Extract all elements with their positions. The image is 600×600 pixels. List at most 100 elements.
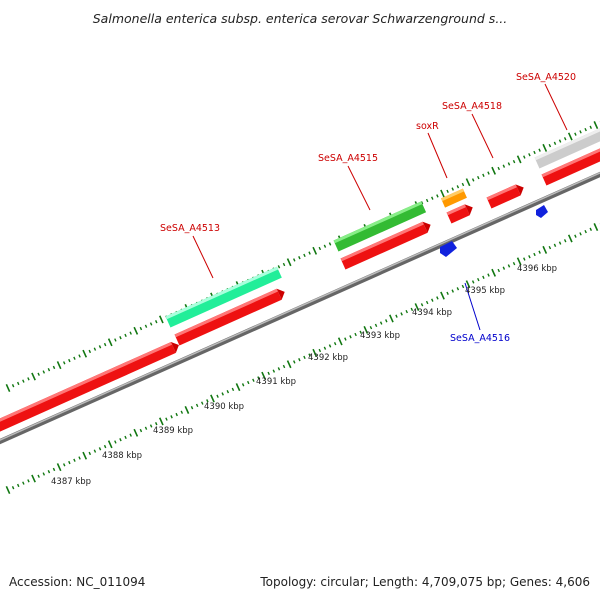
accession-text: Accession: NC_011094 xyxy=(9,575,146,589)
inner-tick-22 xyxy=(119,438,122,442)
scale-label-4387: 4387 kbp xyxy=(51,477,91,487)
gene-green[interactable] xyxy=(333,201,427,252)
label-soxR[interactable]: soxR xyxy=(416,121,439,132)
inner-tick-67 xyxy=(349,335,352,339)
inner-tick-18 xyxy=(98,447,102,451)
outer-tick-102 xyxy=(528,153,531,157)
inner-tick-107 xyxy=(553,243,557,247)
scale-labels: 4387 kbp 4388 kbp 4389 kbp 4390 kbp 4391… xyxy=(51,264,557,487)
map-title: Salmonella enterica subsp. enterica sero… xyxy=(92,11,508,26)
inner-tick-80 xyxy=(414,303,420,312)
inner-tick-82 xyxy=(425,300,429,305)
outer-tick-90 xyxy=(465,178,471,187)
outer-tick-92 xyxy=(477,175,480,180)
inner-tick-108 xyxy=(558,241,562,245)
inner-tick-90 xyxy=(465,280,471,289)
gene-orange[interactable] xyxy=(440,188,467,208)
outer-tick-10 xyxy=(56,361,62,370)
outer-tick-12 xyxy=(68,358,71,363)
inner-tick-17 xyxy=(93,449,97,453)
gene-red-long[interactable] xyxy=(0,339,181,435)
outer-tick-89 xyxy=(461,182,465,187)
inner-tick-12 xyxy=(68,460,71,465)
label-SeSA_A4518[interactable]: SeSA_A4518 xyxy=(442,101,502,112)
outer-tick-96 xyxy=(497,166,500,171)
inner-tick-15 xyxy=(82,451,88,460)
gene-gray[interactable] xyxy=(534,124,600,169)
inner-tick-113 xyxy=(584,229,587,234)
inner-tick-93 xyxy=(482,275,485,279)
gene-red-4[interactable] xyxy=(486,182,527,209)
scale-label-4393: 4393 kbp xyxy=(360,331,400,341)
inner-tick-92 xyxy=(477,277,480,282)
outer-tick-6 xyxy=(37,372,40,376)
outer-tick-87 xyxy=(451,187,454,191)
outer-tick-16 xyxy=(88,349,92,354)
outer-tick-98 xyxy=(507,162,511,166)
inner-tick-103 xyxy=(533,252,536,257)
outer-tick-59 xyxy=(308,251,311,255)
gene-red-soxR[interactable] xyxy=(446,202,476,224)
inner-tick-16 xyxy=(88,451,92,456)
inner-tick-43 xyxy=(226,390,230,394)
gene-blue-1[interactable] xyxy=(440,241,457,257)
inner-tick-47 xyxy=(247,380,250,385)
inner-tick-42 xyxy=(221,392,224,396)
inner-tick-48 xyxy=(252,378,255,382)
scale-label-4396: 4396 kbp xyxy=(517,264,557,274)
outer-tick-111 xyxy=(574,132,577,136)
label-SeSA_A4516[interactable]: SeSA_A4516 xyxy=(450,333,510,344)
label-SeSA_A4513[interactable]: SeSA_A4513 xyxy=(160,223,220,234)
outer-tick-114 xyxy=(589,125,593,129)
scale-label-4389: 4389 kbp xyxy=(153,426,193,436)
inner-tick-5 xyxy=(31,474,36,483)
inner-tick-20 xyxy=(107,440,113,449)
inner-tick-60 xyxy=(312,348,318,357)
inner-tick-76 xyxy=(395,314,398,318)
inner-tick-56 xyxy=(293,360,296,364)
label-SeSA_A4515[interactable]: SeSA_A4515 xyxy=(318,153,378,164)
inner-tick-65 xyxy=(337,337,343,346)
outer-tick-58 xyxy=(303,253,306,258)
inner-tick-6 xyxy=(37,474,40,478)
inner-tick-104 xyxy=(538,250,541,254)
gene-red-3[interactable] xyxy=(340,219,434,270)
inner-tick-97 xyxy=(502,266,506,270)
inner-tick-44 xyxy=(231,387,235,392)
outer-tick-61 xyxy=(318,246,322,251)
outer-tick-22 xyxy=(119,336,122,340)
inner-tick-98 xyxy=(507,264,511,268)
outer-tick-55 xyxy=(286,258,292,267)
inner-tick-51 xyxy=(267,371,270,376)
inner-tick-68 xyxy=(354,332,357,337)
inner-tick-21 xyxy=(114,440,117,444)
inner-tick-99 xyxy=(512,261,516,266)
gene-blue-2[interactable] xyxy=(536,205,548,218)
inner-tick-58 xyxy=(303,355,306,360)
gene-red-2[interactable] xyxy=(174,286,288,346)
inner-tick-100 xyxy=(516,257,522,266)
outer-tick-8 xyxy=(47,368,51,372)
outer-tick-63 xyxy=(328,242,332,246)
label-SeSA_A4520[interactable]: SeSA_A4520 xyxy=(516,72,576,83)
outer-tick-9 xyxy=(52,365,56,370)
outer-tick-95 xyxy=(491,166,496,175)
inner-tick-57 xyxy=(298,358,301,362)
outer-tick-62 xyxy=(323,244,327,248)
inner-tick-115 xyxy=(593,223,599,232)
outer-tick-105 xyxy=(542,143,548,152)
outer-tick-18 xyxy=(98,345,102,349)
outer-tick-57 xyxy=(298,256,301,260)
scale-label-4392: 4392 kbp xyxy=(308,353,348,363)
outer-tick-112 xyxy=(579,130,582,134)
inner-tick-34 xyxy=(180,410,184,414)
inner-tick-40 xyxy=(210,394,215,403)
outer-tick-17 xyxy=(93,347,97,351)
outer-tick-83 xyxy=(431,196,434,200)
inner-tick-112 xyxy=(579,232,582,236)
inner-tick-14 xyxy=(78,456,81,460)
inner-tick-77 xyxy=(400,312,403,316)
inner-tick-75 xyxy=(389,314,394,323)
gene-teal[interactable] xyxy=(165,266,282,328)
